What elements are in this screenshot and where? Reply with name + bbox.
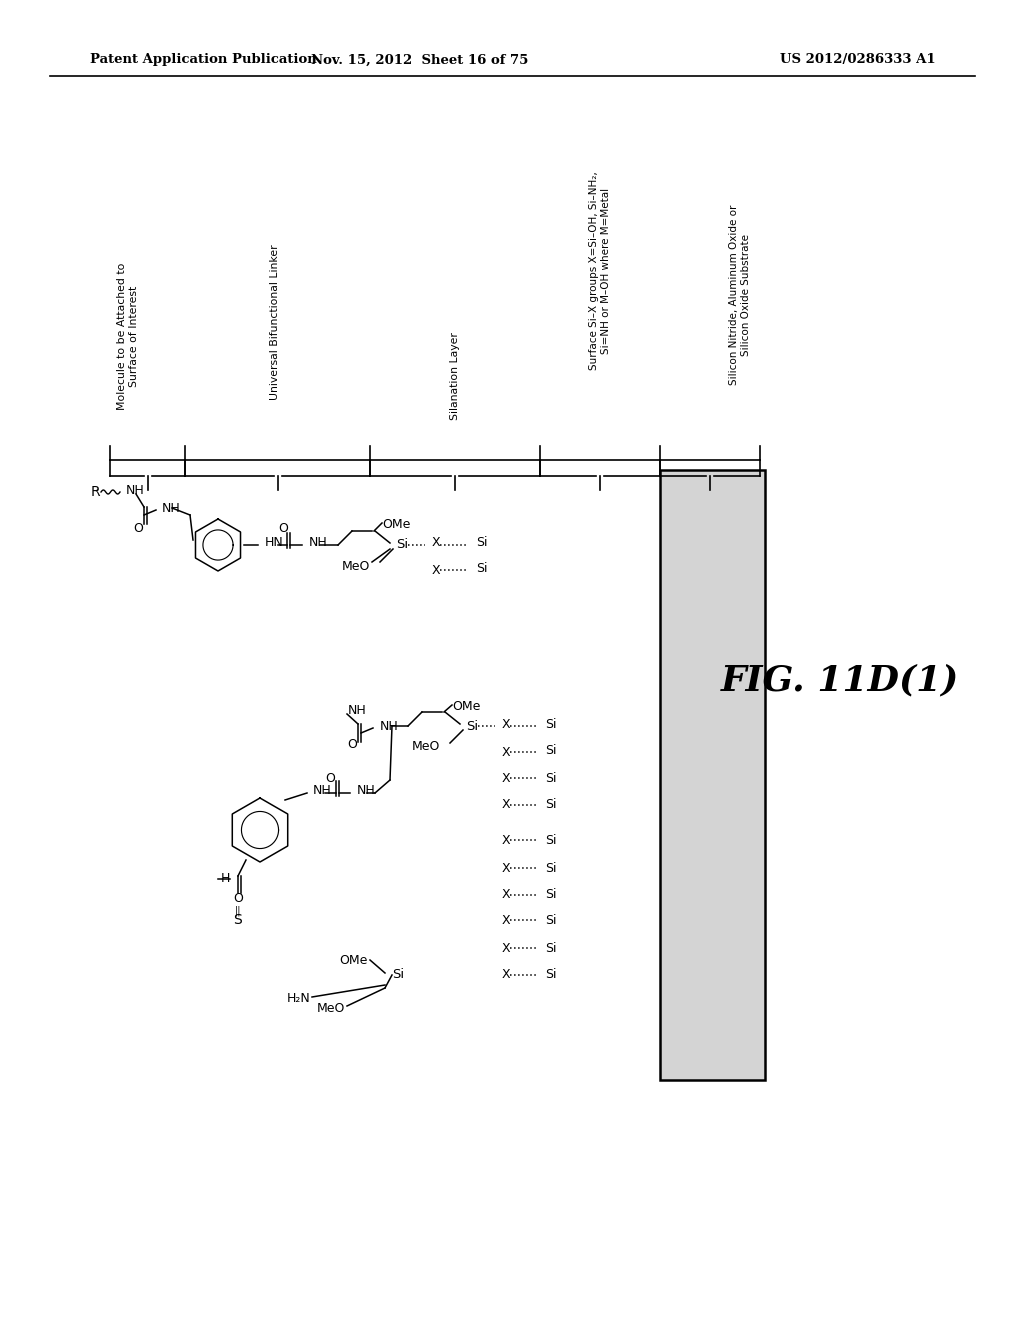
Text: FIG. 11D(1): FIG. 11D(1) [721, 663, 959, 697]
Text: Nov. 15, 2012  Sheet 16 of 75: Nov. 15, 2012 Sheet 16 of 75 [311, 54, 528, 66]
Text: NH: NH [309, 536, 328, 549]
Text: O: O [279, 523, 288, 536]
Text: Si: Si [545, 913, 556, 927]
Text: HN: HN [265, 536, 284, 549]
Text: X: X [502, 718, 511, 730]
Text: Surface Si–X groups X=Si–OH, Si–NH₂,
Si=NH or M–OH where M=Metal: Surface Si–X groups X=Si–OH, Si–NH₂, Si=… [589, 172, 610, 370]
Text: Si: Si [545, 969, 556, 982]
Text: Si: Si [545, 743, 556, 756]
Text: NH: NH [313, 784, 332, 797]
Text: NH: NH [162, 502, 181, 515]
Text: ||: || [234, 906, 242, 916]
Text: Si: Si [545, 799, 556, 812]
Text: R: R [90, 484, 100, 499]
Text: MeO: MeO [316, 1002, 345, 1015]
Text: OMe: OMe [382, 517, 411, 531]
Text: NH: NH [348, 704, 367, 717]
Text: H₂N: H₂N [287, 991, 310, 1005]
Text: O: O [133, 521, 143, 535]
Text: X: X [502, 941, 511, 954]
Text: NH: NH [357, 784, 376, 797]
Text: X: X [502, 833, 511, 846]
Text: S: S [233, 913, 243, 927]
Text: O: O [233, 891, 243, 904]
Text: Si: Si [392, 969, 404, 982]
Text: Si: Si [545, 862, 556, 874]
Text: X: X [502, 771, 511, 784]
Text: X: X [432, 564, 440, 577]
Text: H: H [220, 873, 230, 886]
Text: US 2012/0286333 A1: US 2012/0286333 A1 [780, 54, 936, 66]
Text: X: X [502, 746, 511, 759]
Text: Si: Si [545, 833, 556, 846]
Text: OMe: OMe [452, 700, 480, 713]
Text: Si: Si [545, 718, 556, 730]
Text: Si: Si [545, 888, 556, 902]
Text: Si: Si [476, 536, 487, 549]
Text: X: X [502, 799, 511, 812]
Bar [660, 470, 765, 1080]
Text: X: X [502, 862, 511, 874]
Text: OMe: OMe [340, 953, 368, 966]
Text: NH: NH [126, 484, 144, 498]
Text: Silicon Nitride, Aluminum Oxide or
Silicon Oxide Substrate: Silicon Nitride, Aluminum Oxide or Silic… [729, 205, 751, 385]
Text: Patent Application Publication: Patent Application Publication [90, 54, 316, 66]
Text: Si: Si [396, 539, 409, 552]
Text: Si: Si [545, 941, 556, 954]
Text: NH: NH [380, 719, 398, 733]
Text: O: O [325, 771, 335, 784]
Text: MeO: MeO [342, 560, 370, 573]
Text: Si: Si [545, 771, 556, 784]
Text: Si: Si [466, 719, 478, 733]
Text: X: X [502, 888, 511, 902]
Text: X: X [502, 913, 511, 927]
Text: Molecule to be Attached to
Surface of Interest: Molecule to be Attached to Surface of In… [117, 263, 139, 411]
Text: MeO: MeO [412, 741, 440, 754]
Text: X: X [432, 536, 440, 549]
Text: O: O [347, 738, 357, 751]
Text: Universal Bifunctional Linker: Universal Bifunctional Linker [270, 244, 280, 400]
Text: X: X [502, 969, 511, 982]
Text: Silanation Layer: Silanation Layer [450, 333, 460, 420]
Text: Si: Si [476, 561, 487, 574]
